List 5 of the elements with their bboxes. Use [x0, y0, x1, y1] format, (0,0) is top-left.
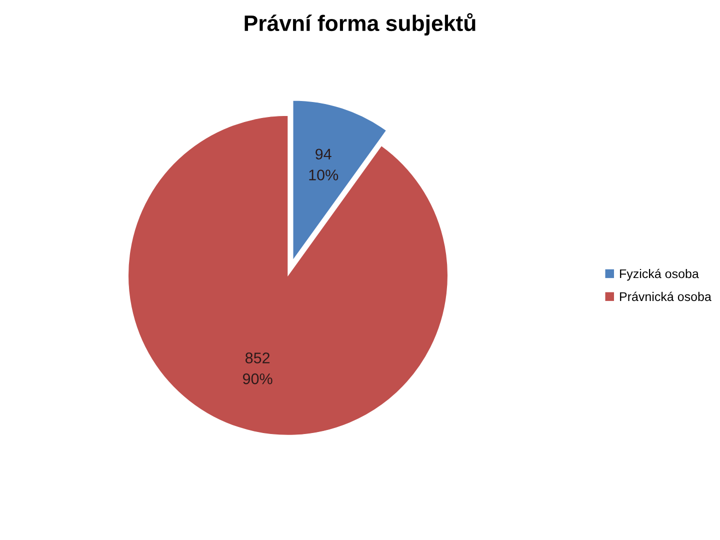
legend-label: Fyzická osoba	[620, 268, 699, 281]
chart-title: Právní forma subjektů	[244, 13, 476, 36]
data-label: 94 10%	[309, 148, 338, 180]
data-label: 852 90%	[242, 352, 272, 384]
legend-label: Právnická osoba	[620, 292, 712, 302]
